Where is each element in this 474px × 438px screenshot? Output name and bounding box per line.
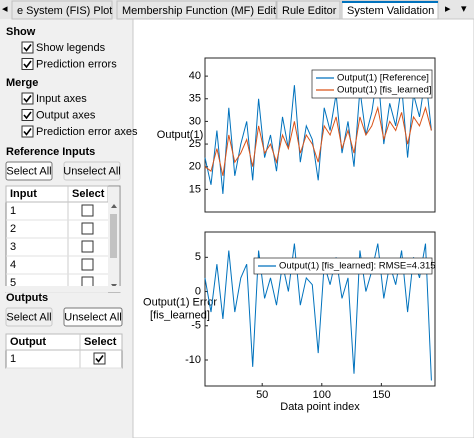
button[interactable] xyxy=(5,161,53,181)
x-tick-label: 50 xyxy=(256,389,268,401)
button-label: Select All xyxy=(6,165,51,177)
check-mark xyxy=(23,128,32,136)
legend-label: Output(1) [Reference] xyxy=(337,73,429,84)
row-checkbox[interactable] xyxy=(81,204,94,217)
checkbox-label: Output axes xyxy=(36,109,96,121)
check-mark xyxy=(23,60,32,69)
legend-label: Output(1) [fis_learned]: RMSE=4.315 xyxy=(279,261,436,272)
data-line xyxy=(204,71,432,194)
checkbox[interactable] xyxy=(21,92,34,105)
x-axis-label: Data point index xyxy=(280,401,360,413)
legend xyxy=(311,69,433,99)
tab-scroll-right[interactable]: ▸ xyxy=(445,3,451,15)
tab-highlight xyxy=(342,1,438,3)
y-tick-label: 5 xyxy=(195,251,201,263)
y-tick-label: 0 xyxy=(195,285,201,297)
column-header: Select xyxy=(84,336,117,348)
row-id: 1 xyxy=(10,205,16,217)
row-checkbox[interactable] xyxy=(81,222,94,235)
tab-scroll-left[interactable]: ◂ xyxy=(2,3,8,15)
button xyxy=(63,161,121,181)
column-header: Output xyxy=(10,336,46,348)
check-mark xyxy=(23,44,32,52)
y-tick-label: -5 xyxy=(191,320,201,332)
row-id: 1 xyxy=(10,353,16,365)
tab[interactable] xyxy=(11,0,113,20)
column-header: Input xyxy=(10,188,37,200)
column-header: Select xyxy=(72,188,105,200)
row-checkbox[interactable] xyxy=(93,352,106,365)
x-tick-label: 100 xyxy=(313,389,331,401)
y-axis-label: Output(1) xyxy=(157,129,203,141)
checkbox[interactable] xyxy=(21,125,34,138)
row-id: 2 xyxy=(10,223,16,235)
row-checkbox[interactable] xyxy=(81,258,94,271)
row-checkbox[interactable] xyxy=(81,240,94,253)
y-tick-label: 15 xyxy=(189,183,201,195)
button-label: Unselect All xyxy=(63,165,120,177)
tab-label: Rule Editor xyxy=(282,5,337,17)
y-axis-label: [fis_learned] xyxy=(150,309,210,321)
tab-label: e System (FIS) Plot xyxy=(17,5,112,17)
section-heading: Merge xyxy=(6,77,38,89)
scroll-up[interactable] xyxy=(111,204,117,208)
button xyxy=(5,307,53,327)
y-tick-label: 30 xyxy=(189,115,201,127)
checkbox-label: Prediction error axes xyxy=(36,126,138,138)
y-tick-label: 40 xyxy=(189,70,201,82)
check-mark xyxy=(23,95,32,103)
y-tick-label: -10 xyxy=(185,354,201,366)
y-tick-label: 35 xyxy=(189,93,201,105)
tab[interactable] xyxy=(116,0,277,20)
data-line xyxy=(204,243,432,381)
y-tick-label: 20 xyxy=(189,161,201,173)
table-header xyxy=(5,333,123,351)
checkbox-label: Prediction errors xyxy=(36,58,117,70)
checkbox-label: Show legends xyxy=(36,42,106,54)
legend-label: Output(1) [fis_learned] xyxy=(337,85,432,96)
y-tick-label: 25 xyxy=(189,138,201,150)
checkbox[interactable] xyxy=(21,58,34,70)
tab-menu[interactable]: ▾ xyxy=(461,3,467,15)
checkbox[interactable] xyxy=(21,41,34,54)
row-id: 4 xyxy=(10,259,16,271)
tab-label: Membership Function (MF) Editor xyxy=(122,5,286,17)
checkbox-label: Input axes xyxy=(36,93,87,105)
row-id: 3 xyxy=(10,241,16,253)
button-label: Select All xyxy=(6,311,51,323)
scroll-thumb[interactable] xyxy=(110,214,117,258)
tab-label: System Validation xyxy=(347,5,434,17)
x-tick-label: 150 xyxy=(372,389,390,401)
y-axis-label: Output(1) Error xyxy=(143,296,217,308)
section-heading: Show xyxy=(6,26,36,38)
tab[interactable] xyxy=(276,0,341,20)
section-heading: Reference Inputs xyxy=(6,146,95,158)
checkbox[interactable] xyxy=(21,109,34,121)
legend xyxy=(253,257,433,275)
check-mark xyxy=(95,355,104,363)
table-clip xyxy=(5,286,122,292)
row-id: 5 xyxy=(10,277,16,289)
button[interactable] xyxy=(63,307,123,327)
section-heading: Outputs xyxy=(6,292,48,304)
button-label: Unselect All xyxy=(64,311,121,323)
check-mark xyxy=(23,111,32,120)
data-line xyxy=(204,105,432,176)
